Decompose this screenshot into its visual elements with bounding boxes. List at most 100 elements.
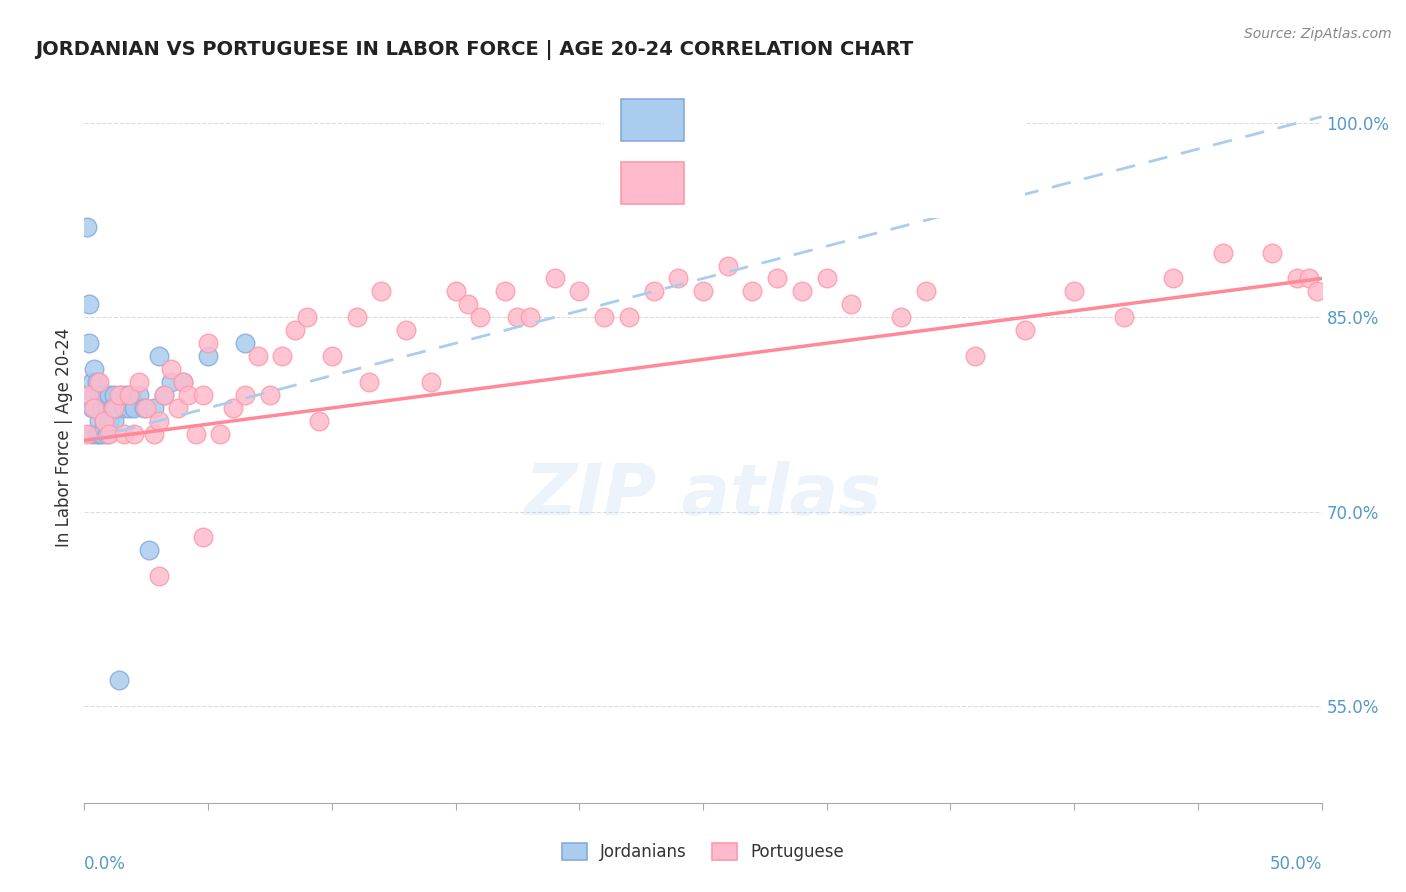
Point	[79, 297, 101, 311]
Point	[110, 388, 132, 402]
Point	[83, 362, 105, 376]
Point	[1112, 310, 1135, 325]
Point	[790, 285, 813, 299]
Point	[142, 401, 165, 415]
Point	[1261, 245, 1284, 260]
Point	[741, 285, 763, 299]
Point	[259, 388, 281, 402]
Point	[152, 388, 174, 402]
Point	[103, 401, 125, 415]
Point	[80, 426, 103, 441]
Point	[766, 271, 789, 285]
Point	[233, 336, 256, 351]
Point	[197, 349, 219, 363]
Point	[519, 310, 541, 325]
Point	[1212, 245, 1234, 260]
Point	[98, 426, 121, 441]
Point	[148, 569, 170, 583]
Point	[89, 388, 111, 402]
Point	[100, 401, 122, 415]
Point	[86, 401, 108, 415]
Point	[148, 414, 170, 428]
Point	[177, 388, 200, 402]
Point	[308, 414, 330, 428]
Point	[191, 388, 214, 402]
Point	[295, 310, 318, 325]
Point	[138, 543, 160, 558]
Point	[93, 414, 115, 428]
Point	[86, 375, 108, 389]
Point	[90, 426, 112, 441]
Point	[666, 271, 689, 285]
Point	[80, 401, 103, 415]
Point	[568, 285, 591, 299]
Text: JORDANIAN VS PORTUGUESE IN LABOR FORCE | AGE 20-24 CORRELATION CHART: JORDANIAN VS PORTUGUESE IN LABOR FORCE |…	[35, 39, 912, 60]
Point	[96, 401, 118, 415]
Point	[122, 426, 145, 441]
Point	[79, 336, 101, 351]
Point	[717, 259, 740, 273]
Point	[86, 426, 108, 441]
Point	[96, 426, 118, 441]
Point	[470, 310, 492, 325]
Point	[89, 414, 111, 428]
Point	[118, 388, 141, 402]
Point	[135, 401, 157, 415]
Point	[617, 310, 640, 325]
Point	[128, 388, 150, 402]
Point	[167, 401, 190, 415]
Point	[112, 426, 135, 441]
Point	[132, 401, 155, 415]
Text: 50.0%: 50.0%	[1270, 855, 1322, 872]
Point	[506, 310, 529, 325]
Point	[395, 323, 418, 337]
Point	[98, 414, 121, 428]
Point	[115, 388, 138, 402]
Point	[103, 414, 125, 428]
Point	[89, 426, 111, 441]
Point	[108, 388, 131, 402]
Point	[692, 285, 714, 299]
Point	[209, 426, 232, 441]
Point	[160, 375, 183, 389]
Point	[494, 285, 516, 299]
Point	[457, 297, 479, 311]
Point	[142, 426, 165, 441]
Point	[80, 375, 103, 389]
Point	[93, 388, 115, 402]
Point	[112, 401, 135, 415]
Point	[841, 297, 863, 311]
Point	[83, 401, 105, 415]
Text: Source: ZipAtlas.com: Source: ZipAtlas.com	[1244, 27, 1392, 41]
Point	[108, 673, 131, 687]
Point	[1305, 285, 1327, 299]
Text: ZIP atlas: ZIP atlas	[524, 461, 882, 530]
Point	[890, 310, 912, 325]
Point	[191, 530, 214, 544]
Point	[444, 285, 467, 299]
Point	[83, 388, 105, 402]
Point	[1298, 271, 1320, 285]
Point	[128, 375, 150, 389]
Point	[148, 349, 170, 363]
Point	[172, 375, 194, 389]
Point	[914, 285, 936, 299]
Point	[965, 349, 987, 363]
Point	[184, 426, 207, 441]
Point	[76, 219, 98, 234]
Point	[233, 388, 256, 402]
Point	[271, 349, 294, 363]
Point	[346, 310, 368, 325]
Point	[1161, 271, 1184, 285]
Point	[222, 401, 245, 415]
Point	[370, 285, 392, 299]
Point	[118, 401, 141, 415]
Point	[93, 414, 115, 428]
Point	[284, 323, 307, 337]
Text: 0.0%: 0.0%	[84, 855, 127, 872]
Point	[357, 375, 380, 389]
Point	[593, 310, 616, 325]
Point	[543, 271, 565, 285]
Point	[103, 388, 125, 402]
Point	[152, 388, 174, 402]
